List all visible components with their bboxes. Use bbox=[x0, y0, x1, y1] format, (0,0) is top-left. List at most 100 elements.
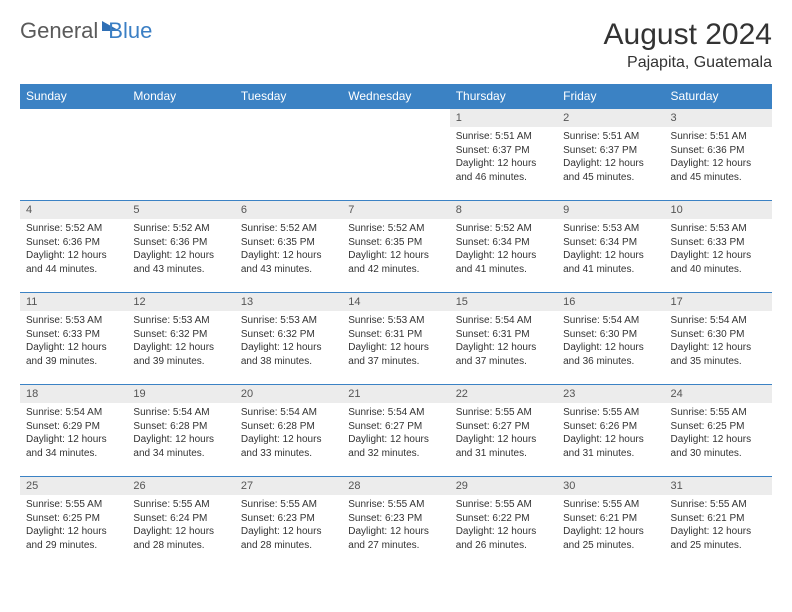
day-cell bbox=[235, 109, 342, 201]
day-cell: 12Sunrise: 5:53 AMSunset: 6:32 PMDayligh… bbox=[127, 293, 234, 385]
week-row: 25Sunrise: 5:55 AMSunset: 6:25 PMDayligh… bbox=[20, 477, 772, 569]
day-cell: 5Sunrise: 5:52 AMSunset: 6:36 PMDaylight… bbox=[127, 201, 234, 293]
day-cell: 30Sunrise: 5:55 AMSunset: 6:21 PMDayligh… bbox=[557, 477, 664, 569]
day-number: 16 bbox=[557, 293, 664, 311]
day-number: 31 bbox=[665, 477, 772, 495]
day-number: 24 bbox=[665, 385, 772, 403]
day-number: 12 bbox=[127, 293, 234, 311]
day-cell: 29Sunrise: 5:55 AMSunset: 6:22 PMDayligh… bbox=[450, 477, 557, 569]
day-number: 2 bbox=[557, 109, 664, 127]
week-row: 18Sunrise: 5:54 AMSunset: 6:29 PMDayligh… bbox=[20, 385, 772, 477]
day-content: Sunrise: 5:51 AMSunset: 6:37 PMDaylight:… bbox=[450, 127, 557, 190]
day-number: 27 bbox=[235, 477, 342, 495]
day-cell: 19Sunrise: 5:54 AMSunset: 6:28 PMDayligh… bbox=[127, 385, 234, 477]
day-content: Sunrise: 5:55 AMSunset: 6:21 PMDaylight:… bbox=[557, 495, 664, 558]
page-header: General Blue August 2024 Pajapita, Guate… bbox=[20, 18, 772, 72]
day-name-0: Sunday bbox=[20, 84, 127, 109]
day-cell bbox=[127, 109, 234, 201]
day-cell: 13Sunrise: 5:53 AMSunset: 6:32 PMDayligh… bbox=[235, 293, 342, 385]
day-content: Sunrise: 5:55 AMSunset: 6:22 PMDaylight:… bbox=[450, 495, 557, 558]
day-cell: 24Sunrise: 5:55 AMSunset: 6:25 PMDayligh… bbox=[665, 385, 772, 477]
day-number: 3 bbox=[665, 109, 772, 127]
day-number: 10 bbox=[665, 201, 772, 219]
day-content: Sunrise: 5:51 AMSunset: 6:36 PMDaylight:… bbox=[665, 127, 772, 190]
brand-part1: General bbox=[20, 18, 98, 44]
day-cell: 10Sunrise: 5:53 AMSunset: 6:33 PMDayligh… bbox=[665, 201, 772, 293]
day-number: 17 bbox=[665, 293, 772, 311]
day-content: Sunrise: 5:55 AMSunset: 6:26 PMDaylight:… bbox=[557, 403, 664, 466]
day-content: Sunrise: 5:55 AMSunset: 6:27 PMDaylight:… bbox=[450, 403, 557, 466]
day-cell: 21Sunrise: 5:54 AMSunset: 6:27 PMDayligh… bbox=[342, 385, 449, 477]
day-content: Sunrise: 5:54 AMSunset: 6:30 PMDaylight:… bbox=[665, 311, 772, 374]
day-cell: 27Sunrise: 5:55 AMSunset: 6:23 PMDayligh… bbox=[235, 477, 342, 569]
day-number: 18 bbox=[20, 385, 127, 403]
day-number: 23 bbox=[557, 385, 664, 403]
day-cell: 22Sunrise: 5:55 AMSunset: 6:27 PMDayligh… bbox=[450, 385, 557, 477]
day-cell: 7Sunrise: 5:52 AMSunset: 6:35 PMDaylight… bbox=[342, 201, 449, 293]
day-number: 7 bbox=[342, 201, 449, 219]
day-content: Sunrise: 5:53 AMSunset: 6:34 PMDaylight:… bbox=[557, 219, 664, 282]
week-row: 1Sunrise: 5:51 AMSunset: 6:37 PMDaylight… bbox=[20, 109, 772, 201]
day-name-1: Monday bbox=[127, 84, 234, 109]
day-content: Sunrise: 5:54 AMSunset: 6:30 PMDaylight:… bbox=[557, 311, 664, 374]
day-content: Sunrise: 5:53 AMSunset: 6:31 PMDaylight:… bbox=[342, 311, 449, 374]
day-cell: 23Sunrise: 5:55 AMSunset: 6:26 PMDayligh… bbox=[557, 385, 664, 477]
title-block: August 2024 Pajapita, Guatemala bbox=[604, 18, 772, 72]
day-number: 13 bbox=[235, 293, 342, 311]
day-name-3: Wednesday bbox=[342, 84, 449, 109]
day-name-4: Thursday bbox=[450, 84, 557, 109]
day-cell: 2Sunrise: 5:51 AMSunset: 6:37 PMDaylight… bbox=[557, 109, 664, 201]
day-content: Sunrise: 5:55 AMSunset: 6:24 PMDaylight:… bbox=[127, 495, 234, 558]
day-number: 4 bbox=[20, 201, 127, 219]
day-name-2: Tuesday bbox=[235, 84, 342, 109]
day-number: 8 bbox=[450, 201, 557, 219]
day-content: Sunrise: 5:54 AMSunset: 6:28 PMDaylight:… bbox=[127, 403, 234, 466]
day-number: 5 bbox=[127, 201, 234, 219]
day-header-row: SundayMondayTuesdayWednesdayThursdayFrid… bbox=[20, 84, 772, 109]
location-label: Pajapita, Guatemala bbox=[604, 54, 772, 72]
day-content: Sunrise: 5:53 AMSunset: 6:32 PMDaylight:… bbox=[235, 311, 342, 374]
day-number: 6 bbox=[235, 201, 342, 219]
day-cell: 18Sunrise: 5:54 AMSunset: 6:29 PMDayligh… bbox=[20, 385, 127, 477]
day-content: Sunrise: 5:54 AMSunset: 6:28 PMDaylight:… bbox=[235, 403, 342, 466]
day-cell: 31Sunrise: 5:55 AMSunset: 6:21 PMDayligh… bbox=[665, 477, 772, 569]
day-number: 19 bbox=[127, 385, 234, 403]
day-cell: 16Sunrise: 5:54 AMSunset: 6:30 PMDayligh… bbox=[557, 293, 664, 385]
day-content: Sunrise: 5:55 AMSunset: 6:25 PMDaylight:… bbox=[665, 403, 772, 466]
day-number: 25 bbox=[20, 477, 127, 495]
day-content: Sunrise: 5:55 AMSunset: 6:23 PMDaylight:… bbox=[235, 495, 342, 558]
day-content: Sunrise: 5:53 AMSunset: 6:32 PMDaylight:… bbox=[127, 311, 234, 374]
calendar-table: SundayMondayTuesdayWednesdayThursdayFrid… bbox=[20, 84, 772, 569]
day-number: 15 bbox=[450, 293, 557, 311]
day-content: Sunrise: 5:51 AMSunset: 6:37 PMDaylight:… bbox=[557, 127, 664, 190]
week-row: 11Sunrise: 5:53 AMSunset: 6:33 PMDayligh… bbox=[20, 293, 772, 385]
day-content: Sunrise: 5:55 AMSunset: 6:21 PMDaylight:… bbox=[665, 495, 772, 558]
day-number: 9 bbox=[557, 201, 664, 219]
day-content: Sunrise: 5:55 AMSunset: 6:23 PMDaylight:… bbox=[342, 495, 449, 558]
day-cell bbox=[342, 109, 449, 201]
day-cell: 25Sunrise: 5:55 AMSunset: 6:25 PMDayligh… bbox=[20, 477, 127, 569]
day-content: Sunrise: 5:54 AMSunset: 6:29 PMDaylight:… bbox=[20, 403, 127, 466]
day-content: Sunrise: 5:52 AMSunset: 6:35 PMDaylight:… bbox=[235, 219, 342, 282]
day-cell: 6Sunrise: 5:52 AMSunset: 6:35 PMDaylight… bbox=[235, 201, 342, 293]
day-content: Sunrise: 5:53 AMSunset: 6:33 PMDaylight:… bbox=[665, 219, 772, 282]
day-cell: 14Sunrise: 5:53 AMSunset: 6:31 PMDayligh… bbox=[342, 293, 449, 385]
day-content: Sunrise: 5:52 AMSunset: 6:36 PMDaylight:… bbox=[20, 219, 127, 282]
day-cell: 3Sunrise: 5:51 AMSunset: 6:36 PMDaylight… bbox=[665, 109, 772, 201]
day-number: 29 bbox=[450, 477, 557, 495]
day-number: 21 bbox=[342, 385, 449, 403]
day-number: 26 bbox=[127, 477, 234, 495]
day-cell: 26Sunrise: 5:55 AMSunset: 6:24 PMDayligh… bbox=[127, 477, 234, 569]
day-number: 28 bbox=[342, 477, 449, 495]
day-content: Sunrise: 5:52 AMSunset: 6:34 PMDaylight:… bbox=[450, 219, 557, 282]
brand-logo: General Blue bbox=[20, 18, 152, 44]
day-cell: 11Sunrise: 5:53 AMSunset: 6:33 PMDayligh… bbox=[20, 293, 127, 385]
month-title: August 2024 bbox=[604, 18, 772, 52]
day-content: Sunrise: 5:52 AMSunset: 6:35 PMDaylight:… bbox=[342, 219, 449, 282]
day-cell: 28Sunrise: 5:55 AMSunset: 6:23 PMDayligh… bbox=[342, 477, 449, 569]
day-content: Sunrise: 5:52 AMSunset: 6:36 PMDaylight:… bbox=[127, 219, 234, 282]
day-cell bbox=[20, 109, 127, 201]
day-content: Sunrise: 5:53 AMSunset: 6:33 PMDaylight:… bbox=[20, 311, 127, 374]
day-cell: 15Sunrise: 5:54 AMSunset: 6:31 PMDayligh… bbox=[450, 293, 557, 385]
day-number: 22 bbox=[450, 385, 557, 403]
